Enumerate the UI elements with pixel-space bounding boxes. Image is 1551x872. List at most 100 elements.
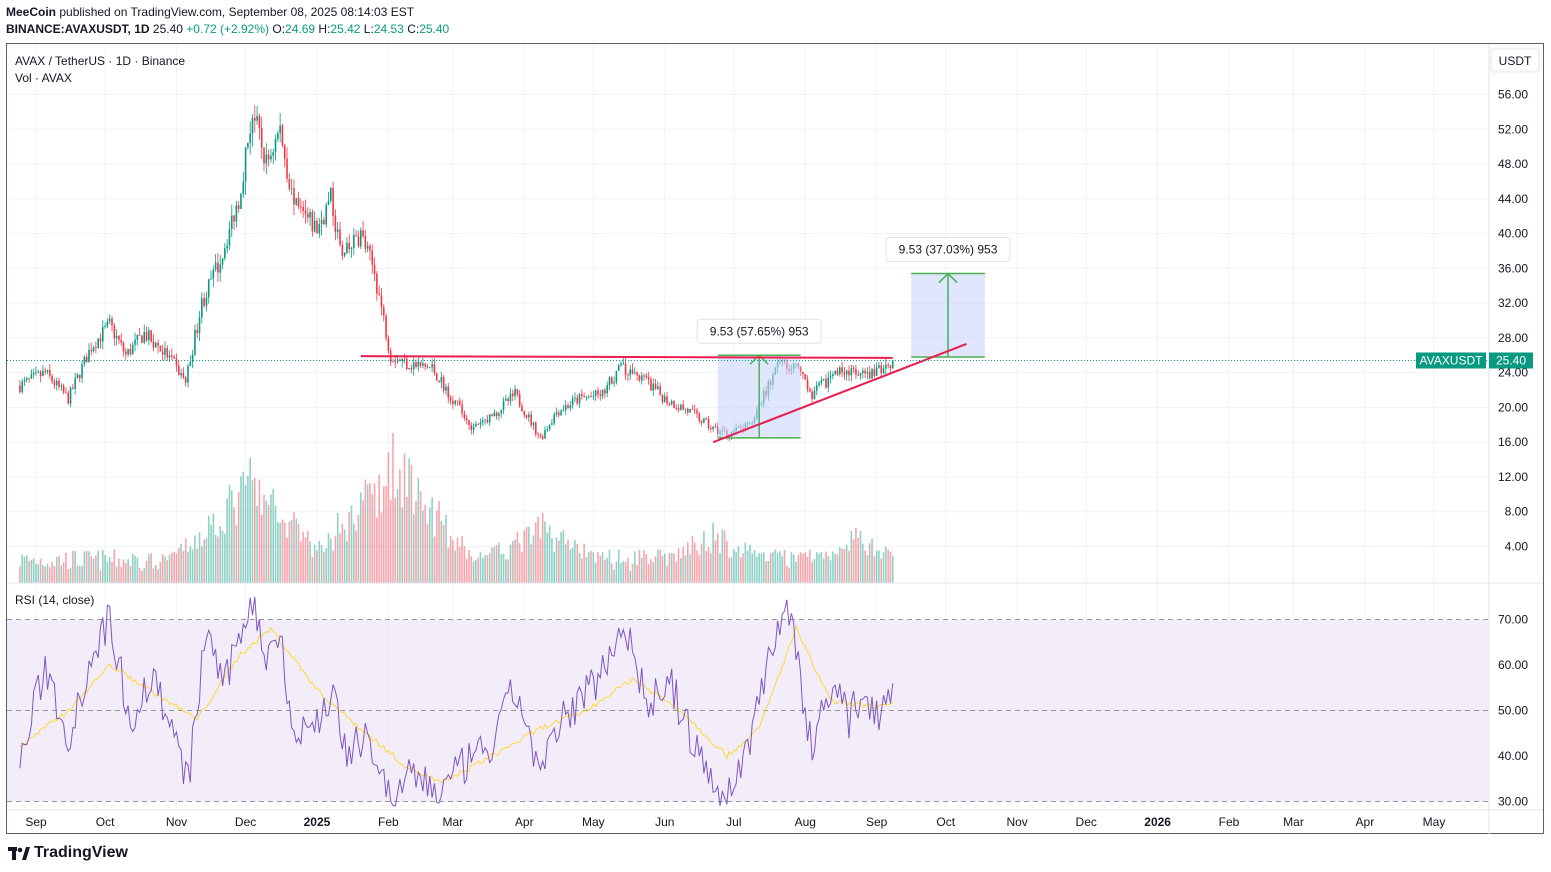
volume-bar: [187, 551, 189, 583]
candle-body: [161, 351, 164, 355]
volume-bar: [83, 551, 86, 583]
volume-bar: [590, 550, 592, 583]
candle-body: [387, 338, 390, 351]
volume-bar: [417, 478, 420, 583]
candle-body: [592, 396, 595, 397]
candle-body: [336, 229, 339, 232]
candle-body: [887, 364, 889, 366]
volume-bar: [157, 569, 159, 583]
candle-body: [433, 364, 436, 374]
volume-bar: [855, 528, 857, 583]
candle-body: [475, 424, 477, 427]
volume-bar: [583, 543, 585, 583]
candle-body: [482, 420, 484, 423]
candle-body: [643, 375, 645, 377]
volume-bar: [371, 494, 374, 583]
volume-bar: [521, 552, 523, 583]
price-tick-label: 12.00: [1498, 470, 1528, 484]
candle-body: [827, 377, 830, 388]
volume-bar: [825, 551, 827, 583]
volume-bar: [707, 546, 710, 583]
time-tick-label: Feb: [1219, 815, 1240, 829]
currency-button-bg[interactable]: [1490, 48, 1540, 73]
candle-body: [627, 374, 629, 376]
candle-body: [811, 391, 813, 400]
volume-bar: [829, 560, 832, 583]
volume-bar: [841, 548, 843, 583]
close-label: C:: [407, 22, 420, 36]
volume-bar: [184, 538, 187, 583]
candle-body: [574, 397, 576, 399]
candle-body: [281, 125, 284, 146]
candle-body: [578, 394, 581, 404]
close-value: 25.40: [419, 22, 450, 36]
candle-body: [620, 363, 622, 366]
candle-body: [359, 230, 362, 247]
volume-bar: [72, 550, 74, 583]
candle-body: [532, 422, 535, 426]
candle-body: [431, 364, 433, 368]
candle-body: [599, 394, 602, 397]
candle-body: [530, 414, 532, 426]
volume-bar: [751, 553, 754, 583]
candle-body: [385, 315, 387, 339]
price-tag-value-bg: [1489, 352, 1533, 369]
price-tick-label: 44.00: [1498, 192, 1528, 206]
volume-bar: [131, 553, 134, 583]
volume-bar: [852, 539, 855, 583]
volume-bar: [168, 554, 171, 583]
volume-bar: [541, 513, 544, 583]
volume-bar: [323, 552, 325, 583]
publisher-name[interactable]: MeeCoin: [6, 5, 57, 19]
volume-bar: [488, 553, 491, 583]
currency-button[interactable]: USDT: [1490, 48, 1540, 73]
volume-bar: [680, 558, 682, 583]
candle-body: [166, 347, 169, 358]
measure-1-arrow-head: [749, 354, 769, 365]
candle-body: [514, 389, 516, 397]
candle-body: [113, 325, 116, 339]
candle-body: [394, 361, 397, 363]
volume-bar: [534, 522, 537, 583]
tradingview-logo[interactable]: TradingView: [8, 844, 128, 862]
candle-body: [143, 331, 146, 343]
candle-body: [138, 334, 141, 336]
candle-body: [297, 198, 300, 207]
candle-body: [184, 377, 187, 383]
volume-bar: [313, 544, 316, 583]
candle-body: [424, 363, 427, 367]
volume-bar: [65, 552, 67, 583]
candle-body: [237, 205, 240, 209]
volume-bar: [636, 564, 638, 583]
volume-bar: [318, 540, 321, 583]
candle-body: [408, 368, 410, 369]
candle-body: [500, 409, 503, 414]
symbol-info: BINANCE:AVAXUSDT, 1D 25.40 +0.72 (+2.92%…: [6, 22, 449, 36]
candle-body: [670, 400, 673, 405]
volume-bar: [150, 553, 152, 583]
tradingview-logo-icon: [8, 846, 30, 860]
volume-bar: [682, 546, 684, 583]
volume-bar: [23, 557, 26, 583]
candle-body: [712, 426, 714, 429]
volume-bar: [81, 565, 83, 583]
volume-bar: [500, 554, 503, 583]
volume-bar: [629, 570, 632, 583]
volume-bar: [88, 551, 90, 583]
candle-body: [302, 206, 304, 211]
volume-bar: [518, 543, 521, 583]
volume-bar: [643, 550, 645, 583]
price-tick-label: 8.00: [1505, 505, 1529, 519]
candle-body: [576, 397, 579, 404]
time-tick-label: Aug: [795, 815, 816, 829]
candle-body: [148, 330, 150, 341]
time-tick-label: Feb: [378, 815, 399, 829]
time-tick-label: Sep: [25, 815, 47, 829]
chart-frame: [6, 43, 1544, 834]
volume-bar: [532, 535, 535, 583]
volume-bar: [818, 553, 820, 583]
candle-body: [120, 340, 123, 343]
candle-body: [587, 396, 590, 398]
volume-bar: [37, 564, 40, 583]
